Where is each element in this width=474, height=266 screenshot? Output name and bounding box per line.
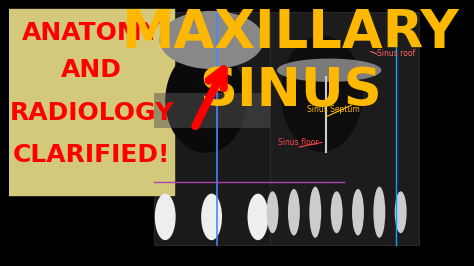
Text: ANATOMY: ANATOMY (22, 21, 161, 45)
Ellipse shape (395, 191, 407, 233)
Ellipse shape (155, 194, 176, 240)
Ellipse shape (288, 189, 300, 235)
Text: Sinus floor: Sinus floor (279, 138, 319, 147)
Bar (154, 93, 270, 128)
Ellipse shape (159, 11, 264, 69)
Ellipse shape (277, 59, 382, 82)
Ellipse shape (165, 48, 246, 153)
Ellipse shape (281, 35, 363, 152)
Text: Sinus Septum: Sinus Septum (307, 105, 360, 114)
Ellipse shape (266, 191, 279, 233)
Text: CLARIFIED!: CLARIFIED! (13, 143, 170, 167)
Ellipse shape (310, 187, 321, 238)
Text: MAXILLARY: MAXILLARY (121, 7, 459, 59)
FancyBboxPatch shape (9, 9, 174, 194)
Ellipse shape (247, 194, 268, 240)
Text: RADIOLOGY: RADIOLOGY (9, 101, 173, 124)
Text: AND: AND (61, 58, 122, 82)
Ellipse shape (352, 189, 364, 235)
Ellipse shape (374, 187, 385, 238)
Bar (154, 12, 270, 245)
Bar (270, 12, 419, 245)
Ellipse shape (201, 194, 222, 240)
Text: Sinus roof: Sinus roof (377, 49, 415, 59)
Ellipse shape (331, 191, 343, 233)
Text: SINUS: SINUS (199, 65, 382, 117)
